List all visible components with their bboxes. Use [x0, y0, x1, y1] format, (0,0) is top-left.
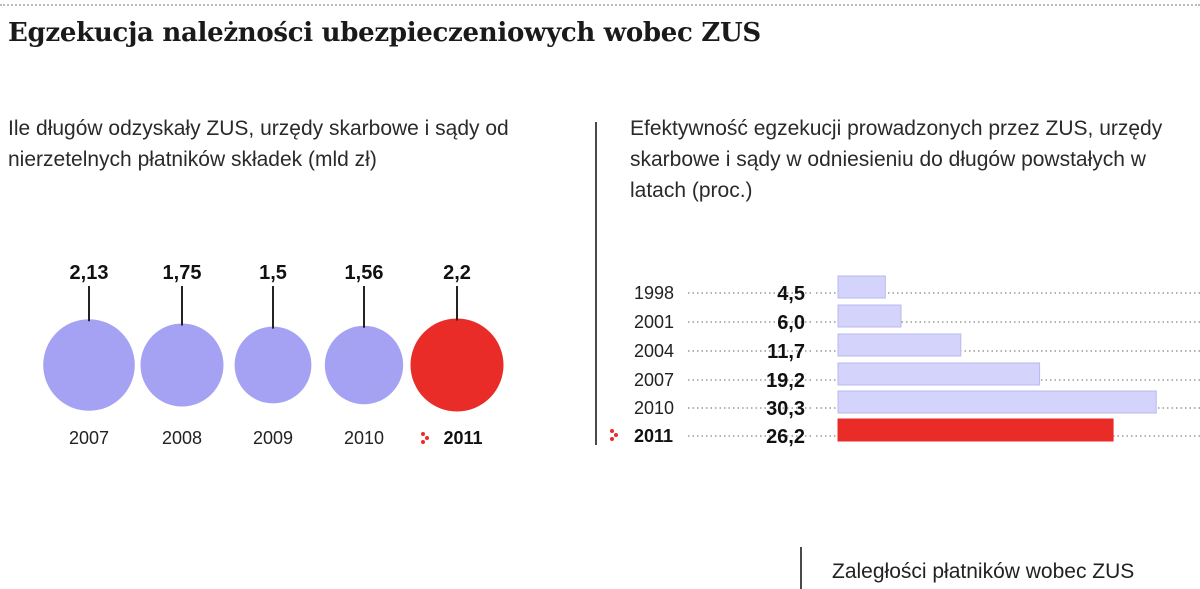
- bar-value-label: 11,7: [767, 341, 805, 363]
- bubble-year-label: 2008: [162, 428, 202, 448]
- bar-2010: [837, 390, 1157, 414]
- bubble-chart: 2,13 2007 1,75 2008 1,5 2009 1,56 2010 2,2 2011: [43, 262, 504, 448]
- bubble-value-label: 1,56: [345, 262, 384, 284]
- bar-year-label: 2007: [634, 370, 674, 390]
- bottom-divider: [800, 547, 802, 589]
- bar-2011: [837, 418, 1114, 442]
- bubble-2011: [410, 318, 504, 412]
- highlight-marker-dot: [425, 436, 429, 440]
- bar-value-label: 6,0: [777, 312, 805, 334]
- bar-2004: [837, 333, 962, 357]
- bar-1998: [837, 275, 886, 299]
- bubble-value-label: 2,2: [443, 262, 471, 284]
- bottom-section-title: Zaległości płatników wobec ZUS: [832, 560, 1135, 583]
- highlight-marker-dot: [610, 437, 614, 441]
- bar-year-label: 1998: [634, 283, 674, 303]
- center-divider: [595, 122, 597, 445]
- bubble-year-label: 2011: [443, 428, 482, 448]
- bar-2007: [837, 362, 1041, 386]
- bubble-year-label: 2010: [344, 428, 384, 448]
- highlight-marker-dot: [421, 432, 425, 436]
- bar-year-label: 2010: [634, 398, 674, 418]
- bubble-value-label: 1,5: [259, 262, 287, 284]
- bubble-year-label: 2009: [253, 428, 293, 448]
- bubble-2007: [43, 319, 135, 411]
- bubble-2010: [324, 325, 404, 405]
- highlight-marker-dot: [421, 440, 425, 444]
- bar-value-label: 4,5: [777, 283, 805, 305]
- left-chart-subtitle: Ile długów odzyskały ZUS, urzędy skarbow…: [8, 117, 509, 171]
- bubble-year-label: 2007: [69, 428, 109, 448]
- bar-2001: [837, 304, 902, 328]
- highlight-marker-dot: [614, 433, 618, 437]
- bar-year-label: 2001: [634, 312, 674, 332]
- top-dotted-rule: [0, 4, 1200, 6]
- bubble-value-label: 2,13: [70, 262, 109, 284]
- bubble-value-label: 1,75: [163, 262, 202, 284]
- bubble-2009: [234, 326, 312, 404]
- page-title: Egzekucja należności ubezpieczeniowych w…: [8, 18, 761, 48]
- highlight-marker-dot: [610, 429, 614, 433]
- bar-year-label: 2004: [634, 341, 674, 361]
- bubble-2008: [140, 323, 224, 407]
- bar-value-label: 30,3: [766, 398, 805, 420]
- bar-value-label: 26,2: [766, 426, 805, 448]
- bar-year-label: 2011: [634, 426, 673, 446]
- right-chart-subtitle: Efektywność egzekucji prowadzonych przez…: [630, 117, 1163, 202]
- bar-value-label: 19,2: [766, 370, 805, 392]
